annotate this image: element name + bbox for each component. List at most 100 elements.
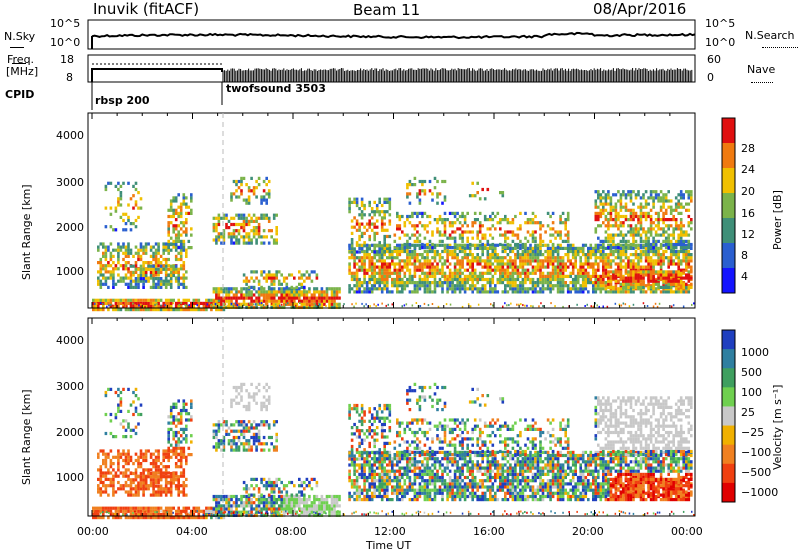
- power-cell: [539, 274, 542, 278]
- power-cell: [446, 277, 449, 282]
- power-cell: [534, 268, 537, 272]
- power-cell: [690, 221, 693, 225]
- velocity-cell: [119, 471, 123, 475]
- power-cell: [270, 290, 273, 294]
- power-cell: [499, 265, 502, 269]
- power-cell: [179, 282, 183, 286]
- power-cell: [471, 281, 474, 285]
- velocity-cell: [144, 458, 148, 463]
- power-cell: [494, 214, 497, 219]
- power-cell: [276, 305, 279, 308]
- power-cell: [602, 211, 605, 215]
- power-cell: [102, 298, 105, 302]
- power-cell: [604, 274, 608, 278]
- power-cell: [232, 296, 236, 300]
- velocity-cell: [134, 490, 138, 494]
- power-cell: [642, 276, 645, 280]
- velocity-cell: [154, 490, 158, 494]
- power-cell: [137, 273, 140, 278]
- power-cell: [368, 259, 371, 263]
- power-cell: [627, 230, 630, 234]
- power-cell: [174, 254, 178, 258]
- power-cell: [112, 270, 115, 274]
- power-cell: [104, 251, 108, 255]
- power-cell: [408, 256, 412, 260]
- power-cell: [579, 256, 582, 260]
- power-cell: [436, 179, 439, 184]
- velocity-cell: [104, 490, 108, 494]
- velocity-cell: [149, 468, 153, 472]
- power-cell: [360, 197, 364, 201]
- power-cell: [494, 246, 497, 250]
- power-cell: [679, 202, 683, 206]
- power-cell: [669, 218, 673, 222]
- power-cell: [119, 298, 123, 302]
- velocity-cell: [97, 506, 100, 510]
- power-cell: [644, 265, 648, 269]
- power-cell: [433, 287, 437, 291]
- power-cell: [247, 222, 251, 227]
- power-cell: [466, 256, 469, 260]
- velocity-cell: [119, 516, 123, 520]
- power-cell: [468, 271, 472, 275]
- power-cell: [478, 290, 482, 294]
- power-cell: [674, 218, 678, 222]
- power-cell: [396, 246, 399, 250]
- power-cell: [629, 268, 633, 272]
- power-cell: [584, 287, 588, 291]
- power-cell: [172, 214, 175, 219]
- power-cell: [539, 287, 542, 291]
- power-cell: [358, 228, 361, 232]
- power-cell: [177, 301, 180, 305]
- power-cell: [187, 304, 191, 309]
- power-cell: [531, 256, 535, 260]
- power-cell: [599, 259, 603, 263]
- power-cell: [669, 233, 673, 237]
- power-cell: [398, 265, 402, 269]
- power-cell: [639, 208, 643, 212]
- velocity-cell: [137, 516, 140, 520]
- power-cell: [657, 259, 660, 263]
- power-cell: [413, 233, 417, 237]
- power-cell: [458, 221, 462, 225]
- power-cell: [478, 224, 482, 228]
- power-cell: [147, 267, 150, 271]
- power-cell: [406, 259, 409, 263]
- power-cell: [451, 249, 454, 254]
- velocity-cell: [179, 471, 183, 475]
- power-cell: [190, 301, 193, 305]
- power-cell: [624, 279, 628, 283]
- velocity-ytick-2000: 2000: [56, 426, 84, 439]
- power-cell: [310, 305, 314, 309]
- power-cell: [355, 200, 359, 204]
- power-cell: [408, 221, 412, 225]
- power-cell: [587, 246, 590, 250]
- power-cell: [677, 224, 680, 228]
- power-cell: [531, 233, 535, 237]
- power-cell: [149, 270, 153, 274]
- power-cell: [496, 277, 500, 282]
- power-cell: [401, 230, 404, 234]
- velocity-cell: [177, 458, 180, 463]
- power-cell: [637, 282, 640, 286]
- power-cell: [242, 299, 246, 303]
- power-cell: [360, 213, 364, 217]
- freq-tick-top: 18: [60, 53, 74, 66]
- power-cell: [127, 248, 130, 252]
- power-cell: [419, 305, 422, 307]
- power-cell: [260, 302, 263, 306]
- sky-left-legend-line: [10, 47, 24, 48]
- velocity-cell: [104, 509, 108, 513]
- power-cell: [355, 222, 359, 226]
- power-cell: [288, 290, 291, 294]
- power-cell: [468, 277, 472, 282]
- power-cell: [127, 245, 130, 249]
- velocity-cell: [200, 509, 203, 513]
- power-cell: [443, 271, 447, 275]
- velocity-cell: [182, 455, 186, 459]
- power-cell: [516, 249, 520, 254]
- power-cell: [644, 246, 648, 250]
- power-cell: [348, 244, 351, 248]
- power-cell: [559, 246, 562, 250]
- velocity-cell: [139, 512, 143, 517]
